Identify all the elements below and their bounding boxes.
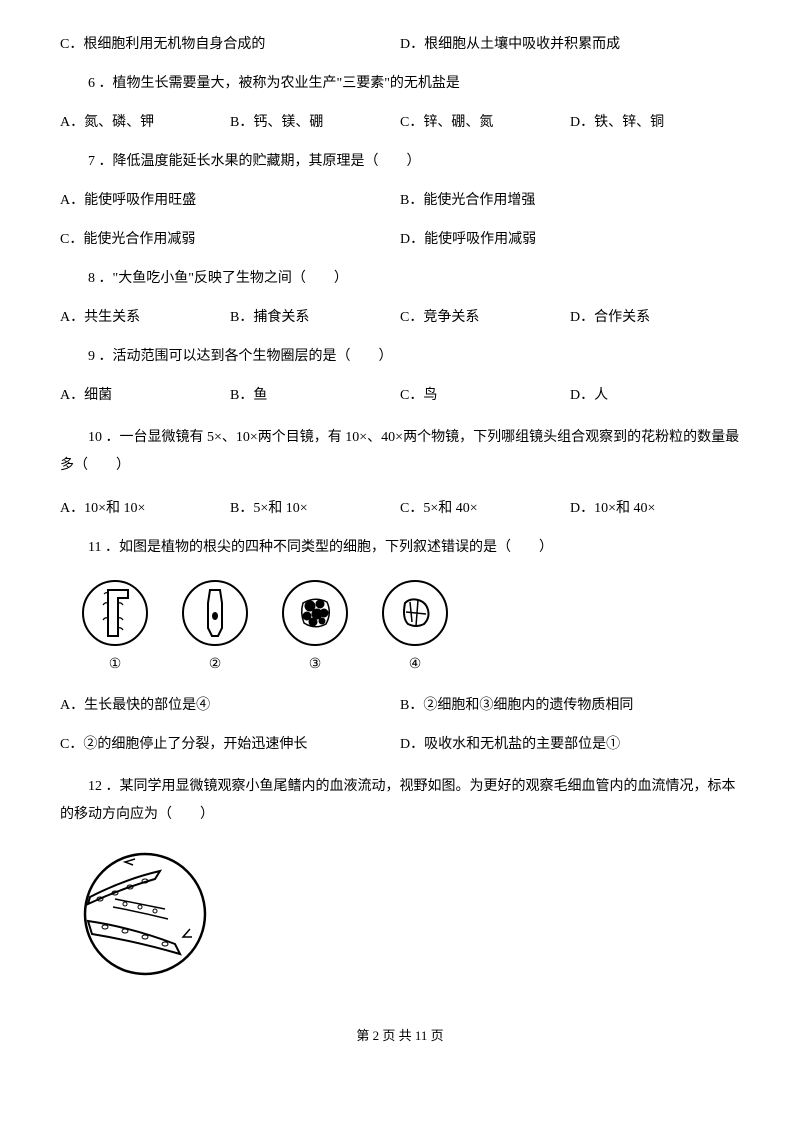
q8-option-c: C．竞争关系 — [400, 307, 570, 328]
q7-options-cd: C．能使光合作用减弱 D．能使呼吸作用减弱 — [60, 229, 740, 250]
cell-4-label: ④ — [409, 654, 422, 675]
q6-option-b: B．钙、镁、硼 — [230, 112, 400, 133]
cell-2-label: ② — [209, 654, 222, 675]
q12-fish-diagram — [80, 849, 740, 986]
cell-3-label: ③ — [309, 654, 322, 675]
q11-cell-diagram: ① ② ③ — [80, 578, 740, 675]
page-footer: 第 2 页 共 11 页 — [60, 1026, 740, 1046]
q9-stem: 9 ．活动范围可以达到各个生物圈层的是（ ） — [60, 346, 740, 367]
cell-1-icon — [80, 578, 150, 648]
q10-option-b: B．5×和 10× — [230, 498, 400, 519]
q8-options: A．共生关系 B．捕食关系 C．竞争关系 D．合作关系 — [60, 307, 740, 328]
q11-option-b: B．②细胞和③细胞内的遗传物质相同 — [400, 695, 740, 716]
q8-stem: 8 ．"大鱼吃小鱼"反映了生物之间（ ） — [60, 268, 740, 289]
q7-option-d: D．能使呼吸作用减弱 — [400, 229, 740, 250]
q9-option-d: D．人 — [570, 385, 740, 406]
cell-1-label: ① — [109, 654, 122, 675]
q12-stem: 12 ．某同学用显微镜观察小鱼尾鳍内的血液流动，视野如图。为更好的观察毛细血管内… — [60, 773, 740, 829]
q11-option-c: C．②的细胞停止了分裂，开始迅速伸长 — [60, 734, 400, 755]
q5-options-cd: C．根细胞利用无机物自身合成的 D．根细胞从土壤中吸收并积累而成 — [60, 34, 740, 55]
fish-tail-icon — [80, 849, 210, 979]
q11-stem: 11 ．如图是植物的根尖的四种不同类型的细胞，下列叙述错误的是（ ） — [60, 537, 740, 558]
cell-4-icon — [380, 578, 450, 648]
q7-stem: 7 ．降低温度能延长水果的贮藏期，其原理是（ ） — [60, 151, 740, 172]
q7-options-ab: A．能使呼吸作用旺盛 B．能使光合作用增强 — [60, 190, 740, 211]
q7-option-a: A．能使呼吸作用旺盛 — [60, 190, 400, 211]
q5-option-d: D．根细胞从土壤中吸收并积累而成 — [400, 34, 740, 55]
q11-options-cd: C．②的细胞停止了分裂，开始迅速伸长 D．吸收水和无机盐的主要部位是① — [60, 734, 740, 755]
q6-option-d: D．铁、锌、铜 — [570, 112, 740, 133]
cell-2-icon — [180, 578, 250, 648]
q6-option-a: A．氮、磷、钾 — [60, 112, 230, 133]
exam-page: C．根细胞利用无机物自身合成的 D．根细胞从土壤中吸收并积累而成 6 ．植物生长… — [0, 0, 800, 1066]
q10-stem: 10 ．一台显微镜有 5×、10×两个目镜，有 10×、40×两个物镜，下列哪组… — [60, 424, 740, 480]
cell-3: ③ — [280, 578, 350, 675]
q9-option-a: A．细菌 — [60, 385, 230, 406]
q10-option-a: A．10×和 10× — [60, 498, 230, 519]
q9-options: A．细菌 B．鱼 C．鸟 D．人 — [60, 385, 740, 406]
q8-option-b: B．捕食关系 — [230, 307, 400, 328]
q10-option-c: C．5×和 40× — [400, 498, 570, 519]
q10-options: A．10×和 10× B．5×和 10× C．5×和 40× D．10×和 40… — [60, 498, 740, 519]
q7-option-c: C．能使光合作用减弱 — [60, 229, 400, 250]
q11-option-a: A．生长最快的部位是④ — [60, 695, 400, 716]
cell-4: ④ — [380, 578, 450, 675]
q12-stem-text: 12 ．某同学用显微镜观察小鱼尾鳍内的血液流动，视野如图。为更好的观察毛细血管内… — [60, 779, 736, 822]
cell-2: ② — [180, 578, 250, 675]
q9-option-c: C．鸟 — [400, 385, 570, 406]
q10-option-d: D．10×和 40× — [570, 498, 740, 519]
q11-options-ab: A．生长最快的部位是④ B．②细胞和③细胞内的遗传物质相同 — [60, 695, 740, 716]
cell-1: ① — [80, 578, 150, 675]
q5-option-c: C．根细胞利用无机物自身合成的 — [60, 34, 400, 55]
q6-option-c: C．锌、硼、氮 — [400, 112, 570, 133]
q9-option-b: B．鱼 — [230, 385, 400, 406]
cell-3-icon — [280, 578, 350, 648]
q6-stem: 6 ．植物生长需要量大，被称为农业生产"三要素"的无机盐是 — [60, 73, 740, 94]
q10-stem-text: 10 ．一台显微镜有 5×、10×两个目镜，有 10×、40×两个物镜，下列哪组… — [60, 430, 739, 473]
q8-option-a: A．共生关系 — [60, 307, 230, 328]
q6-options: A．氮、磷、钾 B．钙、镁、硼 C．锌、硼、氮 D．铁、锌、铜 — [60, 112, 740, 133]
q7-option-b: B．能使光合作用增强 — [400, 190, 740, 211]
q8-option-d: D．合作关系 — [570, 307, 740, 328]
q11-option-d: D．吸收水和无机盐的主要部位是① — [400, 734, 740, 755]
